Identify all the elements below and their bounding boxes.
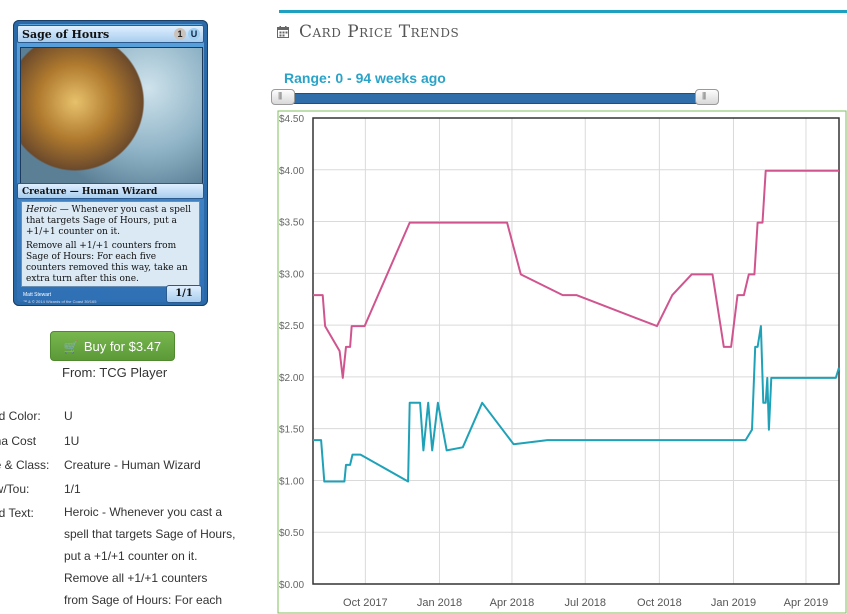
- buy-button[interactable]: 🛒 Buy for $3.47: [50, 331, 175, 361]
- price-source: From: TCG Player: [62, 365, 168, 380]
- range-slider[interactable]: [271, 89, 719, 105]
- x-tick-label: Jan 2019: [711, 597, 756, 609]
- card-ability-2: Remove all +1/+1 counters from Sage of H…: [26, 241, 188, 284]
- card-image: Sage of Hours 1 U Creature — Human Wizar…: [13, 20, 208, 306]
- y-tick-label: $4.00: [279, 166, 304, 177]
- mana-blue-icon: U: [188, 28, 200, 40]
- panel-top-border: [279, 10, 847, 13]
- y-tick-label: $4.50: [279, 114, 304, 125]
- card-power-toughness: 1/1: [166, 285, 202, 303]
- card-art: [20, 47, 203, 184]
- panel-title: Card Price Trends: [277, 22, 459, 42]
- x-tick-label: Apr 2019: [784, 597, 829, 609]
- card-rules-text: Heroic — Whenever you cast a spell that …: [21, 201, 200, 287]
- y-tick-label: $2.50: [279, 321, 304, 332]
- mana-symbols: 1 U: [174, 28, 200, 40]
- card-legal: ™ & © 2014 Wizards of the Coast 39/165: [23, 299, 97, 304]
- y-tick-label: $0.50: [279, 528, 304, 539]
- y-tick-label: $2.00: [279, 373, 304, 384]
- detail-label: ana Cost: [0, 434, 37, 448]
- detail-value: Creature - Human Wizard: [64, 458, 201, 472]
- panel-title-text: Card Price Trends: [299, 22, 460, 42]
- price-chart: $0.00 $0.50 $1.00 $1.50 $2.00 $2.50 $3.00 $3.50…: [277, 110, 847, 614]
- buy-button-label: Buy for $3.47: [83, 339, 162, 354]
- y-tick-label: $3.00: [279, 269, 304, 280]
- y-tick-label: $1.50: [279, 425, 304, 436]
- slider-handle-start[interactable]: [271, 89, 295, 105]
- detail-value: 1/1: [64, 482, 81, 496]
- y-tick-label: $0.00: [279, 580, 304, 591]
- calendar-icon: [277, 26, 289, 38]
- x-tick-label: Oct 2017: [343, 597, 388, 609]
- detail-label: ard Text:: [0, 506, 34, 520]
- text-line: Remove all +1/+1 counters: [64, 571, 208, 585]
- cart-icon: 🛒: [63, 340, 79, 354]
- x-tick-label: Apr 2018: [490, 597, 535, 609]
- chart-outer-frame: [277, 110, 847, 614]
- text-line: spell that targets Sage of Hours,: [64, 527, 236, 541]
- slider-track[interactable]: [277, 93, 713, 104]
- text-line: put a +1/+1 counter on it.: [64, 549, 198, 563]
- detail-label: pe & Class:: [0, 458, 50, 472]
- card-artist: Matt Stewart: [23, 292, 52, 298]
- detail-value: U: [64, 409, 73, 423]
- card-ability-keyword: Heroic: [26, 205, 57, 215]
- text-line: Heroic - Whenever you cast a: [64, 505, 223, 519]
- x-tick-label: Oct 2018: [637, 597, 682, 609]
- series-line-lower: [313, 325, 840, 483]
- y-tick-label: $1.00: [279, 476, 304, 487]
- x-tick-label: Jul 2018: [564, 597, 606, 609]
- mana-generic-icon: 1: [174, 28, 186, 40]
- text-line: from Sage of Hours: For each: [64, 593, 223, 607]
- range-label: Range: 0 - 94 weeks ago: [284, 70, 446, 86]
- card-name: Sage of Hours: [17, 25, 204, 43]
- detail-value: 1U: [64, 434, 80, 448]
- plot-area-frame: [312, 117, 840, 585]
- detail-label: ard Color:: [0, 409, 41, 423]
- slider-handle-end[interactable]: [695, 89, 719, 105]
- y-tick-label: $3.50: [279, 218, 304, 229]
- detail-label: ow/Tou:: [0, 482, 30, 496]
- card-type-line: Creature — Human Wizard: [17, 183, 204, 199]
- series-line-upper: [313, 169, 839, 379]
- x-tick-label: Jan 2018: [417, 597, 462, 609]
- card-ability-1: — Whenever you cast a spell that targets…: [26, 205, 191, 237]
- detail-card-text-value: Heroic - Whenever you cast a spell that …: [64, 501, 254, 611]
